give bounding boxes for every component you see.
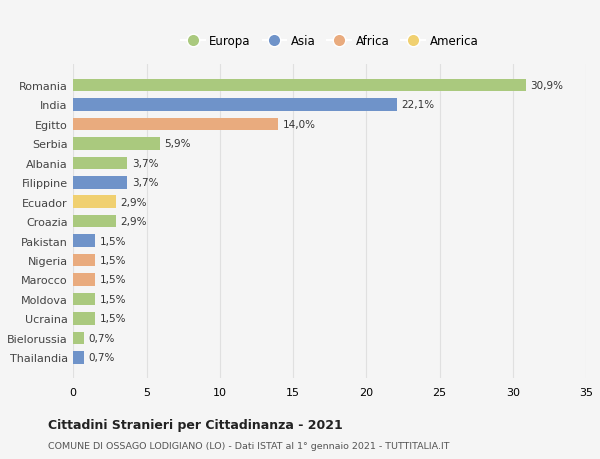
Text: 1,5%: 1,5% [100, 313, 126, 324]
Text: 30,9%: 30,9% [530, 81, 563, 91]
Text: 0,7%: 0,7% [88, 333, 114, 343]
Bar [73, 138, 160, 151]
Bar [73, 79, 526, 92]
Text: 3,7%: 3,7% [132, 178, 158, 188]
Bar [73, 313, 95, 325]
Bar [73, 196, 116, 208]
Text: 2,9%: 2,9% [120, 217, 146, 227]
Bar [73, 293, 95, 306]
Bar [73, 118, 278, 131]
Bar [73, 99, 397, 112]
Text: Cittadini Stranieri per Cittadinanza - 2021: Cittadini Stranieri per Cittadinanza - 2… [48, 418, 343, 431]
Bar [73, 351, 83, 364]
Text: 1,5%: 1,5% [100, 236, 126, 246]
Text: 5,9%: 5,9% [164, 139, 191, 149]
Bar [73, 235, 95, 247]
Text: 0,7%: 0,7% [88, 353, 114, 363]
Legend: Europa, Asia, Africa, America: Europa, Asia, Africa, America [176, 31, 483, 53]
Text: 3,7%: 3,7% [132, 158, 158, 168]
Bar [73, 215, 116, 228]
Bar [73, 177, 127, 189]
Text: 14,0%: 14,0% [283, 120, 316, 129]
Text: 22,1%: 22,1% [401, 100, 434, 110]
Text: 1,5%: 1,5% [100, 275, 126, 285]
Text: 1,5%: 1,5% [100, 294, 126, 304]
Text: 1,5%: 1,5% [100, 256, 126, 265]
Bar [73, 157, 127, 170]
Bar [73, 274, 95, 286]
Bar [73, 332, 83, 344]
Text: COMUNE DI OSSAGO LODIGIANO (LO) - Dati ISTAT al 1° gennaio 2021 - TUTTITALIA.IT: COMUNE DI OSSAGO LODIGIANO (LO) - Dati I… [48, 441, 449, 450]
Text: 2,9%: 2,9% [120, 197, 146, 207]
Bar [73, 254, 95, 267]
